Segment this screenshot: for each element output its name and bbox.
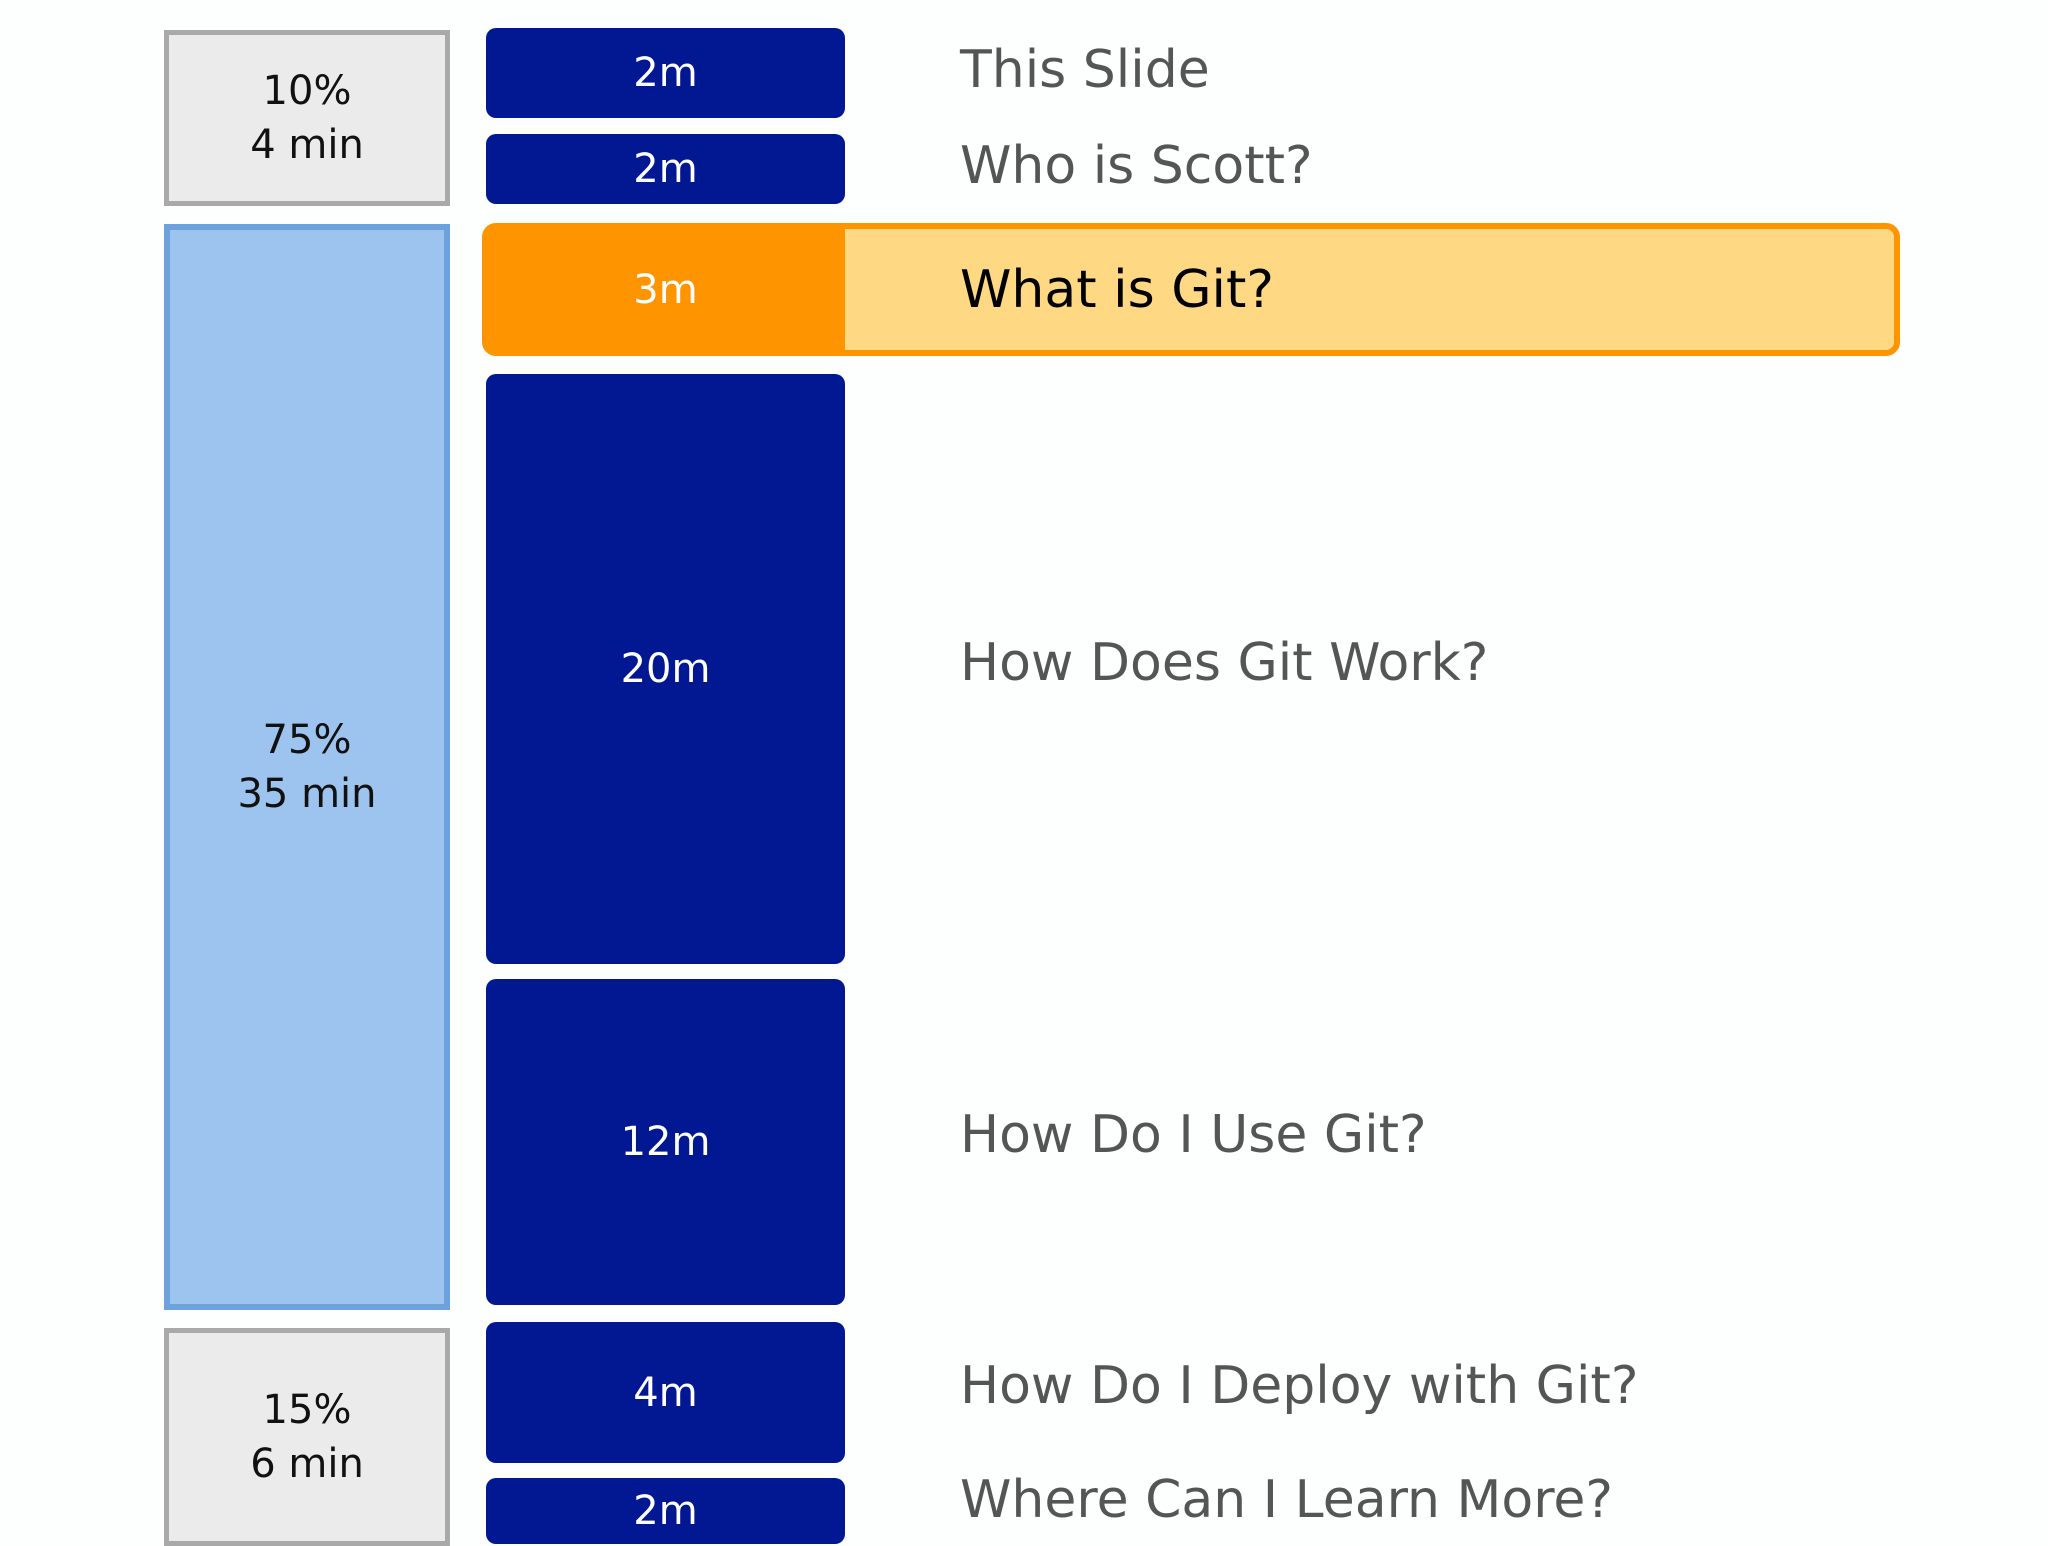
time-block-what-is-git: 3m xyxy=(486,223,845,356)
section-outro-duration: 6 min xyxy=(250,1441,364,1487)
topic-how-do-i-use-git: How Do I Use Git? xyxy=(960,1105,1427,1165)
section-main: 75% 35 min xyxy=(164,224,450,1310)
topic-learn-more: Where Can I Learn More? xyxy=(960,1470,1614,1530)
time-block-label: 2m xyxy=(633,50,698,96)
topic-this-slide: This Slide xyxy=(960,40,1210,100)
section-main-percent: 75% xyxy=(262,717,352,763)
time-block-label: 20m xyxy=(620,646,711,692)
time-block-deploy-with-git: 4m xyxy=(486,1322,845,1463)
time-block-who-is-scott: 2m xyxy=(486,134,845,204)
section-intro: 10% 4 min xyxy=(164,30,450,206)
time-block-label: 4m xyxy=(633,1369,698,1416)
time-block-how-do-i-use-git: 12m xyxy=(486,979,845,1305)
time-block-label: 3m xyxy=(633,266,698,313)
time-block-learn-more: 2m xyxy=(486,1478,845,1544)
time-block-label: 12m xyxy=(620,1119,711,1165)
section-intro-percent: 10% xyxy=(262,68,352,114)
section-intro-duration: 4 min xyxy=(250,122,364,168)
topic-who-is-scott: Who is Scott? xyxy=(960,136,1313,196)
topic-how-does-git-work: How Does Git Work? xyxy=(960,633,1489,693)
time-block-this-slide: 2m xyxy=(486,28,845,118)
section-outro-percent: 15% xyxy=(262,1387,352,1433)
time-block-label: 2m xyxy=(633,1488,698,1534)
topic-deploy-with-git: How Do I Deploy with Git? xyxy=(960,1356,1639,1416)
time-block-label: 2m xyxy=(633,146,698,192)
section-outro: 15% 6 min xyxy=(164,1328,450,1546)
section-main-duration: 35 min xyxy=(237,771,377,817)
topic-what-is-git: What is Git? xyxy=(960,260,1274,320)
time-block-how-does-git-work: 20m xyxy=(486,374,845,964)
